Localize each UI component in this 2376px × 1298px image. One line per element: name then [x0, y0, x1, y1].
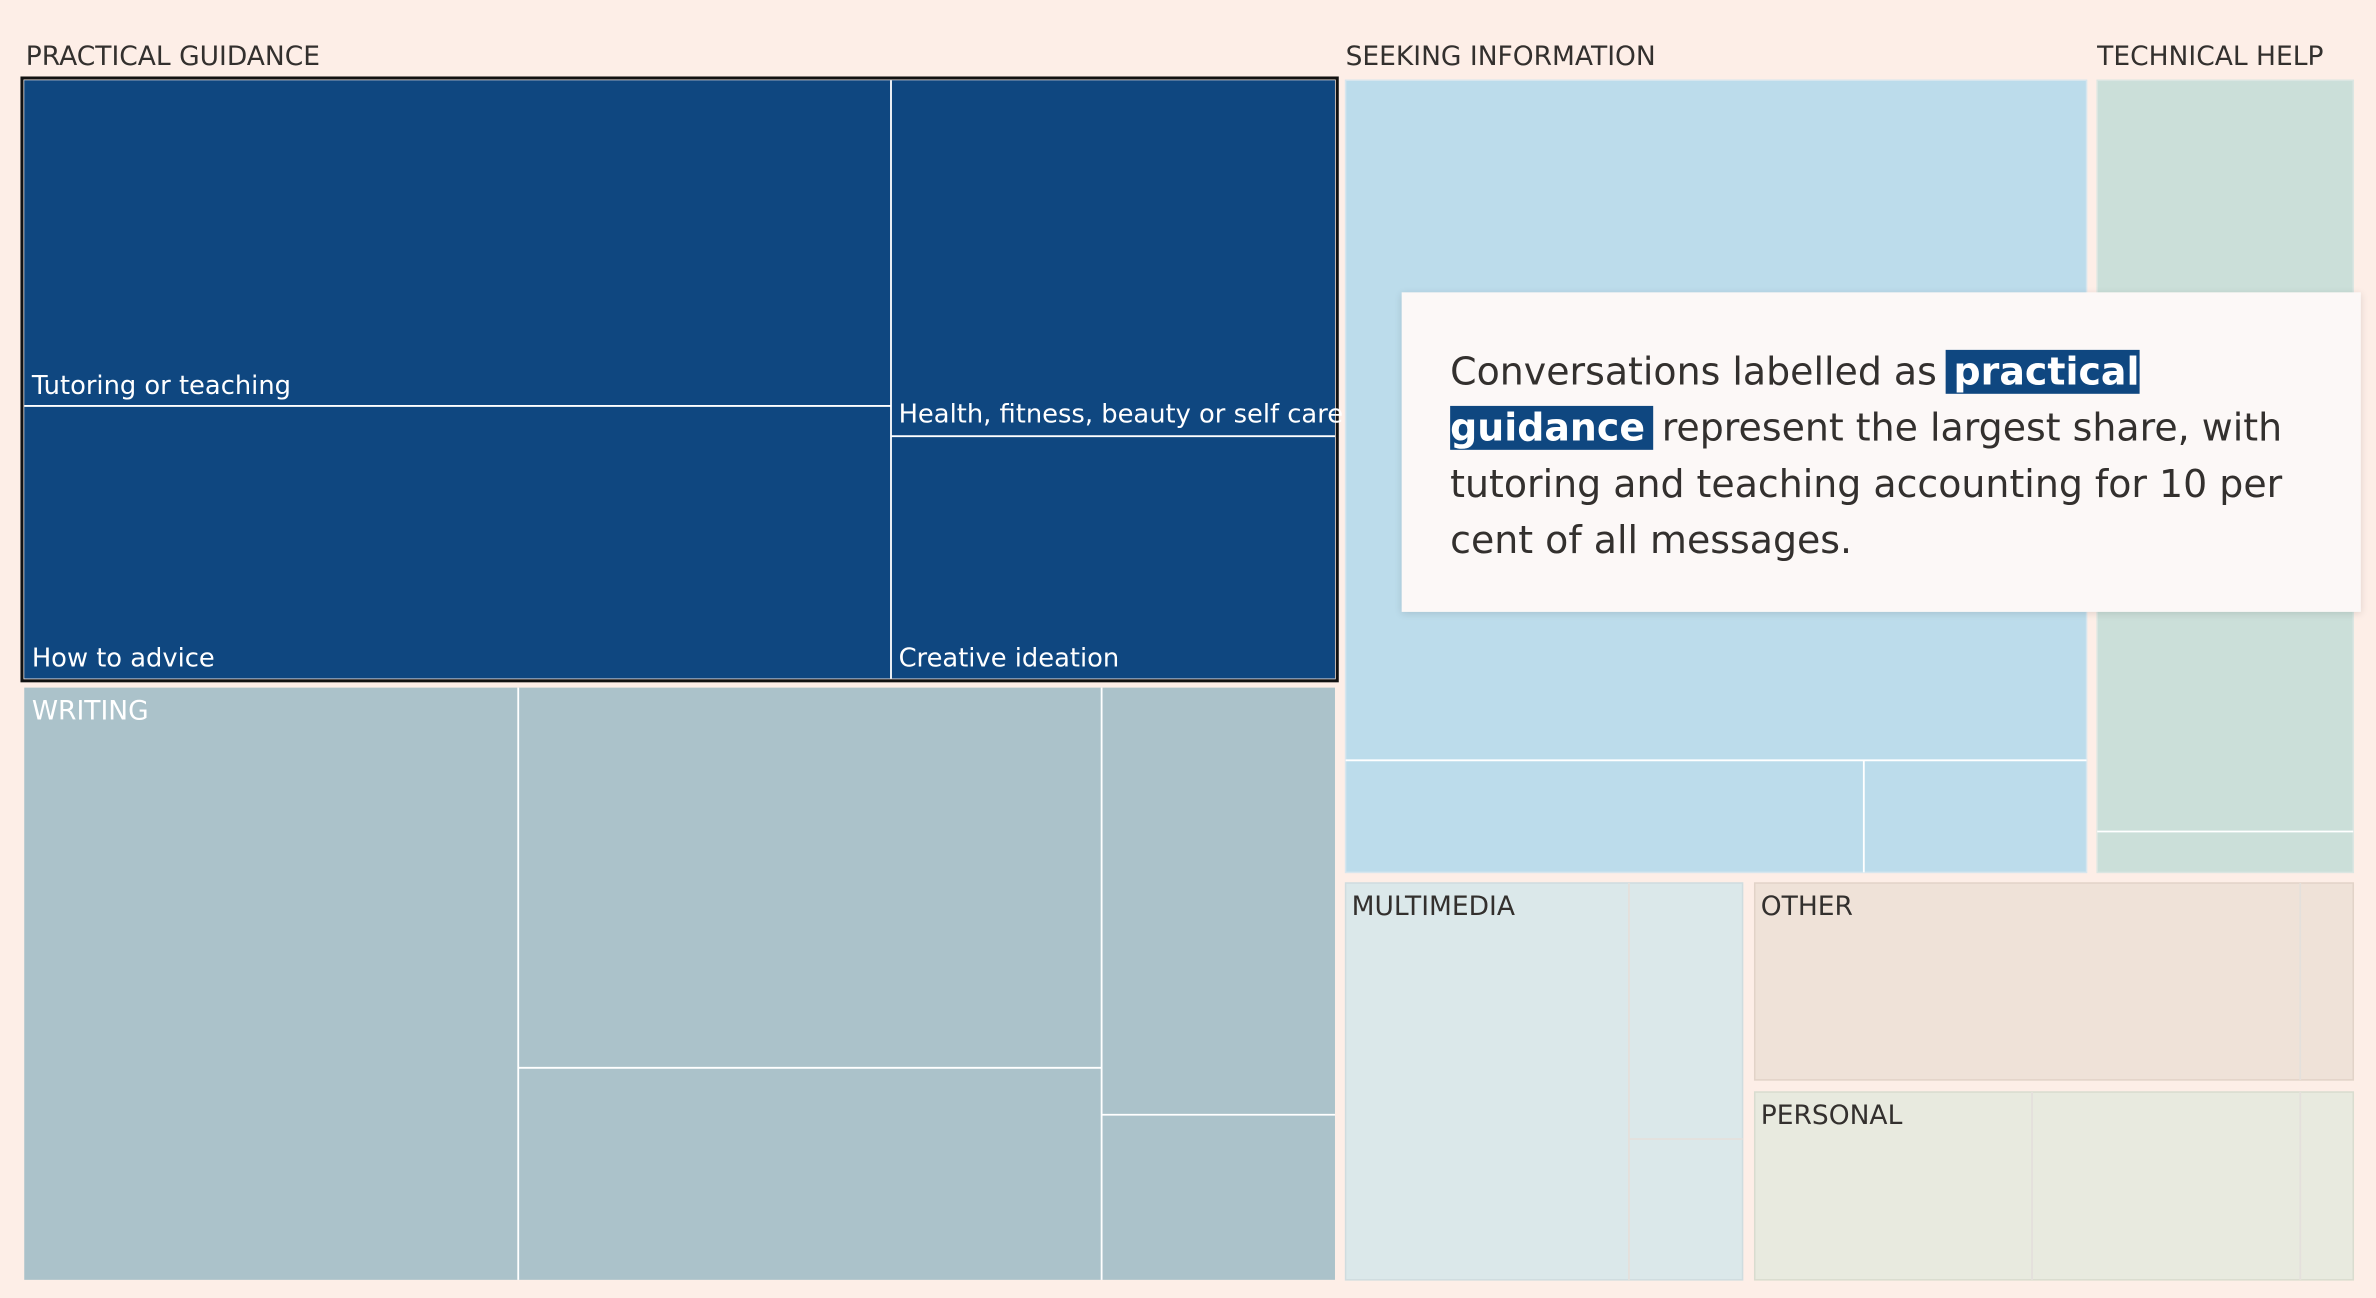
annotation: Conversations labelled as practical guida…	[1401, 292, 2361, 612]
annotation-text: Conversations labelled as	[1450, 349, 1937, 394]
multimedia-block[interactable]	[1344, 882, 1744, 1281]
group-label: OTHER	[1761, 891, 1853, 922]
selection-outline	[20, 76, 1339, 683]
group-label: TECHNICAL HELP	[2096, 41, 2323, 72]
item-label: Health, fitness, beauty or self care	[899, 400, 1344, 430]
group-label: MULTIMEDIA	[1352, 891, 1515, 922]
personal-block[interactable]	[1753, 1091, 2355, 1281]
item-label: How to advice	[32, 643, 215, 673]
item-label: Creative ideation	[899, 643, 1120, 673]
writing-block[interactable]	[24, 687, 1335, 1280]
group-label: PERSONAL	[1761, 1100, 1903, 1131]
item-label: Tutoring or teaching	[31, 371, 291, 401]
group-label: PRACTICAL GUIDANCE	[26, 41, 320, 72]
annotation-text: represent the largest share, with tutori…	[1450, 405, 2283, 562]
group-label: WRITING	[32, 695, 149, 726]
other-block[interactable]	[1753, 882, 2355, 1081]
group-label: SEEKING INFORMATION	[1346, 41, 1656, 72]
practical-guidance-block[interactable]	[24, 80, 1335, 679]
